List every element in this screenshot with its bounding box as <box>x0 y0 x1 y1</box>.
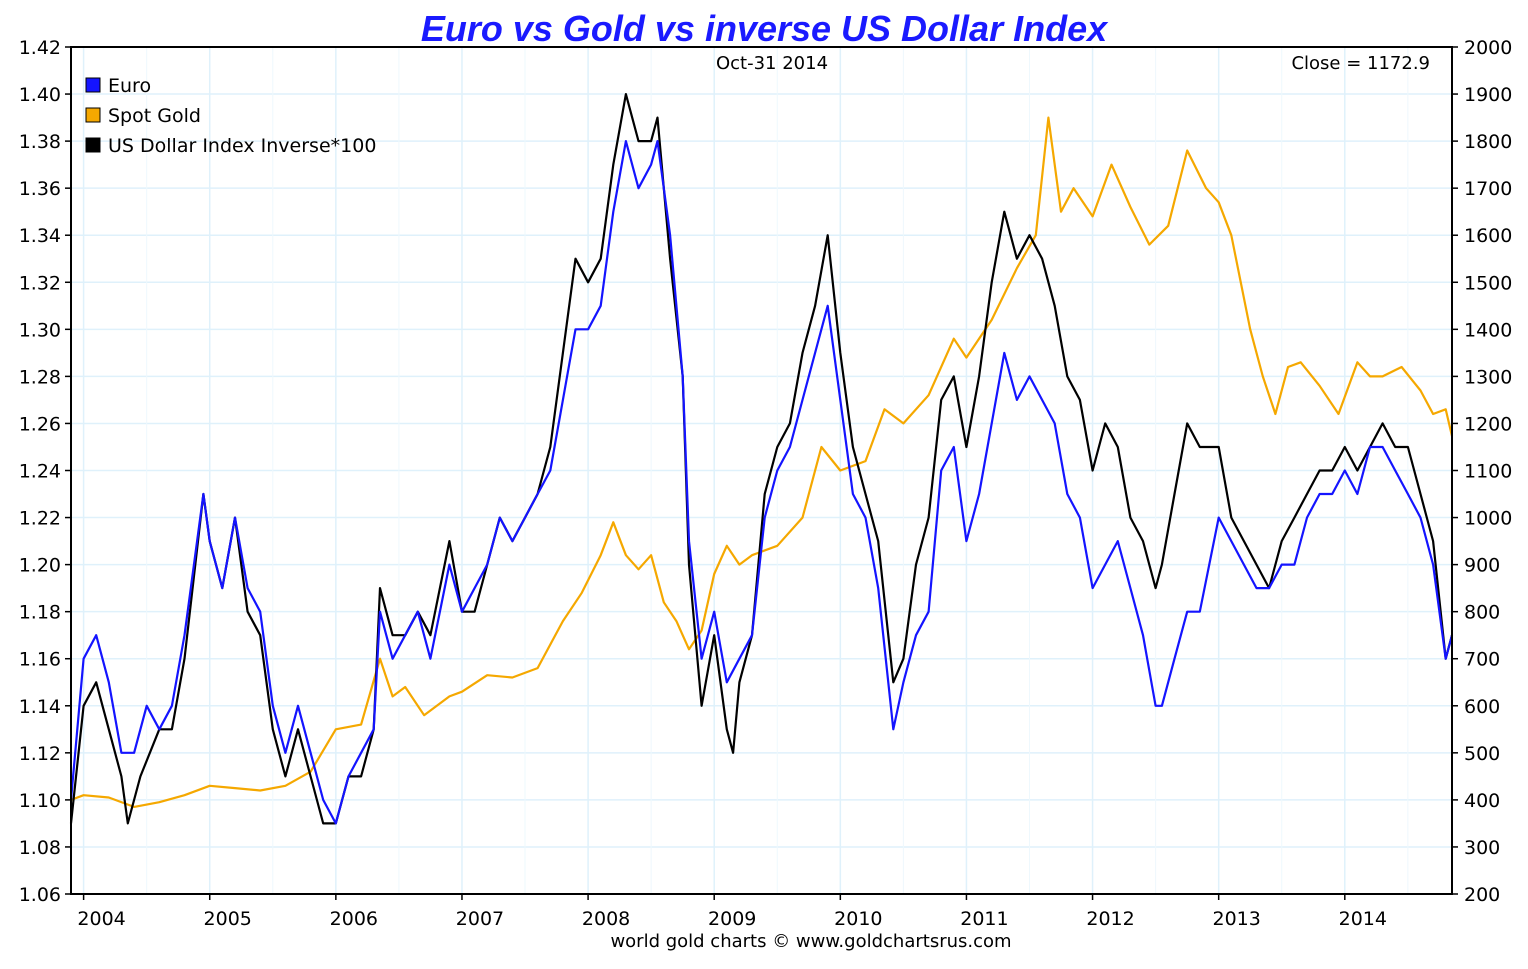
right-tick-label: 900 <box>1464 555 1500 577</box>
right-tick-label: 1600 <box>1464 225 1512 247</box>
left-tick-label: 1.16 <box>19 649 61 671</box>
right-tick-label: 700 <box>1464 649 1500 671</box>
x-tick-label: 2014 <box>1339 908 1387 930</box>
x-tick-label: 2007 <box>456 908 504 930</box>
left-tick-label: 1.06 <box>19 884 61 906</box>
legend-swatch-gold <box>85 107 101 123</box>
right-tick-label: 1800 <box>1464 131 1512 153</box>
series-line-spot-gold <box>70 116 1454 808</box>
right-tick-label: 500 <box>1464 743 1500 765</box>
left-tick-label: 1.10 <box>19 790 61 812</box>
legend-swatch-euro <box>85 77 101 93</box>
right-tick-label: 400 <box>1464 790 1500 812</box>
left-tick-label: 1.32 <box>19 272 61 294</box>
left-tick-label: 1.36 <box>19 178 61 200</box>
x-tick-label: 2004 <box>77 908 125 930</box>
right-tick-label: 1500 <box>1464 272 1512 294</box>
right-tick-label: 1100 <box>1464 461 1512 483</box>
x-tick-label: 2005 <box>204 908 252 930</box>
left-tick-label: 1.30 <box>19 319 61 341</box>
left-tick-label: 1.18 <box>19 602 61 624</box>
right-tick-label: 1000 <box>1464 508 1512 530</box>
x-tick-label: 2013 <box>1213 908 1261 930</box>
left-tick-label: 1.42 <box>19 37 61 59</box>
left-tick-label: 1.20 <box>19 555 61 577</box>
x-tick-label: 2008 <box>582 908 630 930</box>
left-tick-label: 1.34 <box>19 225 61 247</box>
right-tick-label: 1300 <box>1464 366 1512 388</box>
legend-label-gold: Spot Gold <box>108 105 201 127</box>
left-tick-label: 1.14 <box>19 696 61 718</box>
right-tick-label: 1700 <box>1464 178 1512 200</box>
left-tick-label: 1.24 <box>19 461 61 483</box>
left-tick-label: 1.12 <box>19 743 61 765</box>
x-tick-label: 2012 <box>1086 908 1134 930</box>
legend-swatch-dxy <box>85 137 101 153</box>
date-label: Oct-31 2014 <box>716 53 828 74</box>
right-tick-label: 1200 <box>1464 413 1512 435</box>
right-tick-label: 600 <box>1464 696 1500 718</box>
right-tick-label: 800 <box>1464 602 1500 624</box>
x-tick-label: 2009 <box>708 908 756 930</box>
right-tick-label: 300 <box>1464 837 1500 859</box>
grid-layer <box>71 46 1452 895</box>
series-line-euro <box>69 140 1454 825</box>
close-label: Close = 1172.9 <box>1291 53 1430 74</box>
left-tick-label: 1.22 <box>19 508 61 530</box>
axis-layer: 1.06 1.08 1.10 1.12 1.14 1.16 1.18 1.20 1.22 1.24… <box>19 37 1513 930</box>
left-tick-label: 1.08 <box>19 837 61 859</box>
left-tick-label: 1.28 <box>19 366 61 388</box>
legend-label-euro: Euro <box>108 75 151 97</box>
right-tick-label: 2000 <box>1464 37 1512 59</box>
x-tick-label: 2010 <box>834 908 882 930</box>
legend: Euro Spot Gold US Dollar Index Inverse*1… <box>85 75 376 157</box>
right-tick-label: 1400 <box>1464 319 1512 341</box>
legend-label-dxy: US Dollar Index Inverse*100 <box>108 135 376 157</box>
right-tick-label: 200 <box>1464 884 1500 906</box>
series-layer <box>69 93 1454 825</box>
left-tick-label: 1.26 <box>19 413 61 435</box>
x-tick-label: 2006 <box>330 908 378 930</box>
source-label: world gold charts © www.goldchartsrus.co… <box>610 931 1011 952</box>
left-tick-label: 1.38 <box>19 131 61 153</box>
chart-title: Euro vs Gold vs inverse US Dollar Index <box>421 8 1109 49</box>
left-tick-label: 1.40 <box>19 84 61 106</box>
right-tick-label: 1900 <box>1464 84 1512 106</box>
x-tick-label: 2011 <box>960 908 1008 930</box>
